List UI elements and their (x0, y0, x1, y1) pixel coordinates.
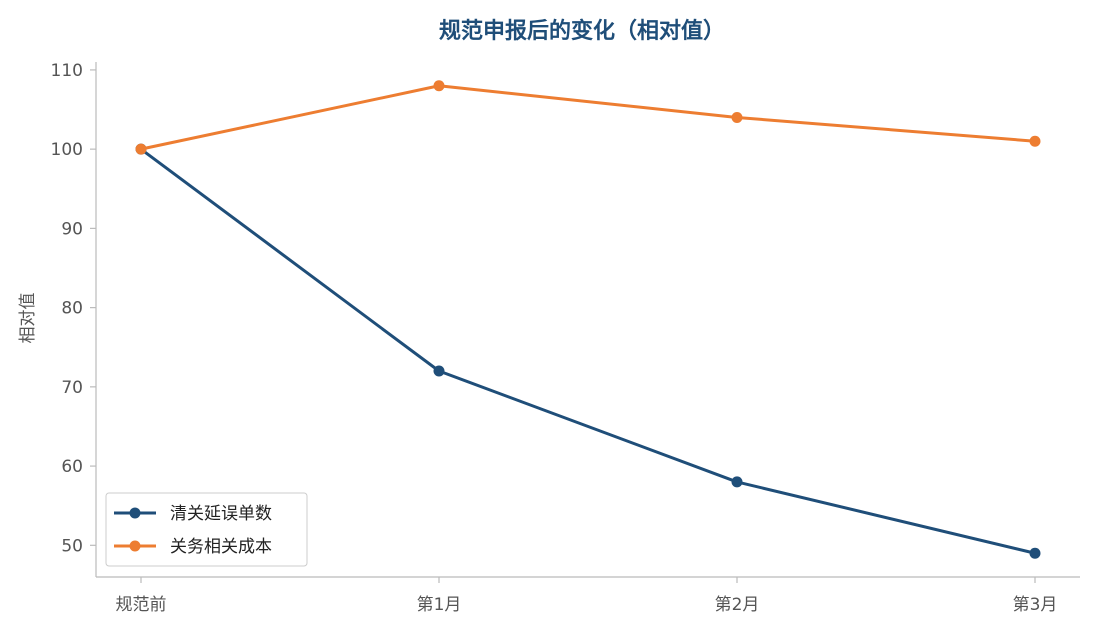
series-line-1 (140, 147, 1036, 555)
series-line-2 (140, 84, 1036, 151)
legend-label-1: 清关延误单数 (170, 504, 272, 524)
series-2-point (135, 143, 147, 155)
y-tick-label: 50 (61, 536, 83, 556)
series-1-point (433, 365, 445, 377)
y-tick-label: 100 (51, 140, 83, 160)
chart-title: 规范申报后的变化（相对值） (439, 18, 725, 44)
legend-marker-1 (129, 507, 141, 519)
series-2-point (1029, 135, 1041, 147)
series-1-point (731, 476, 743, 488)
x-tick-label: 第2月 (715, 595, 760, 615)
legend-box (105, 492, 308, 567)
y-tick-label: 90 (61, 219, 83, 239)
legend-label-2: 关务相关成本 (170, 537, 272, 557)
x-tick-label: 规范前 (116, 595, 167, 615)
y-tick-label: 60 (61, 457, 83, 477)
series-2-point (731, 111, 743, 123)
y-axis-label: 相对值 (18, 293, 38, 344)
x-tick-label: 第1月 (417, 595, 462, 615)
series-2-point (433, 80, 445, 92)
y-tick-label: 110 (51, 61, 83, 81)
series-1-point (1029, 547, 1041, 559)
y-tick-label: 80 (61, 299, 83, 319)
y-tick-label: 70 (61, 378, 83, 398)
legend-marker-2 (129, 540, 141, 552)
x-tick-label: 第3月 (1013, 595, 1058, 615)
